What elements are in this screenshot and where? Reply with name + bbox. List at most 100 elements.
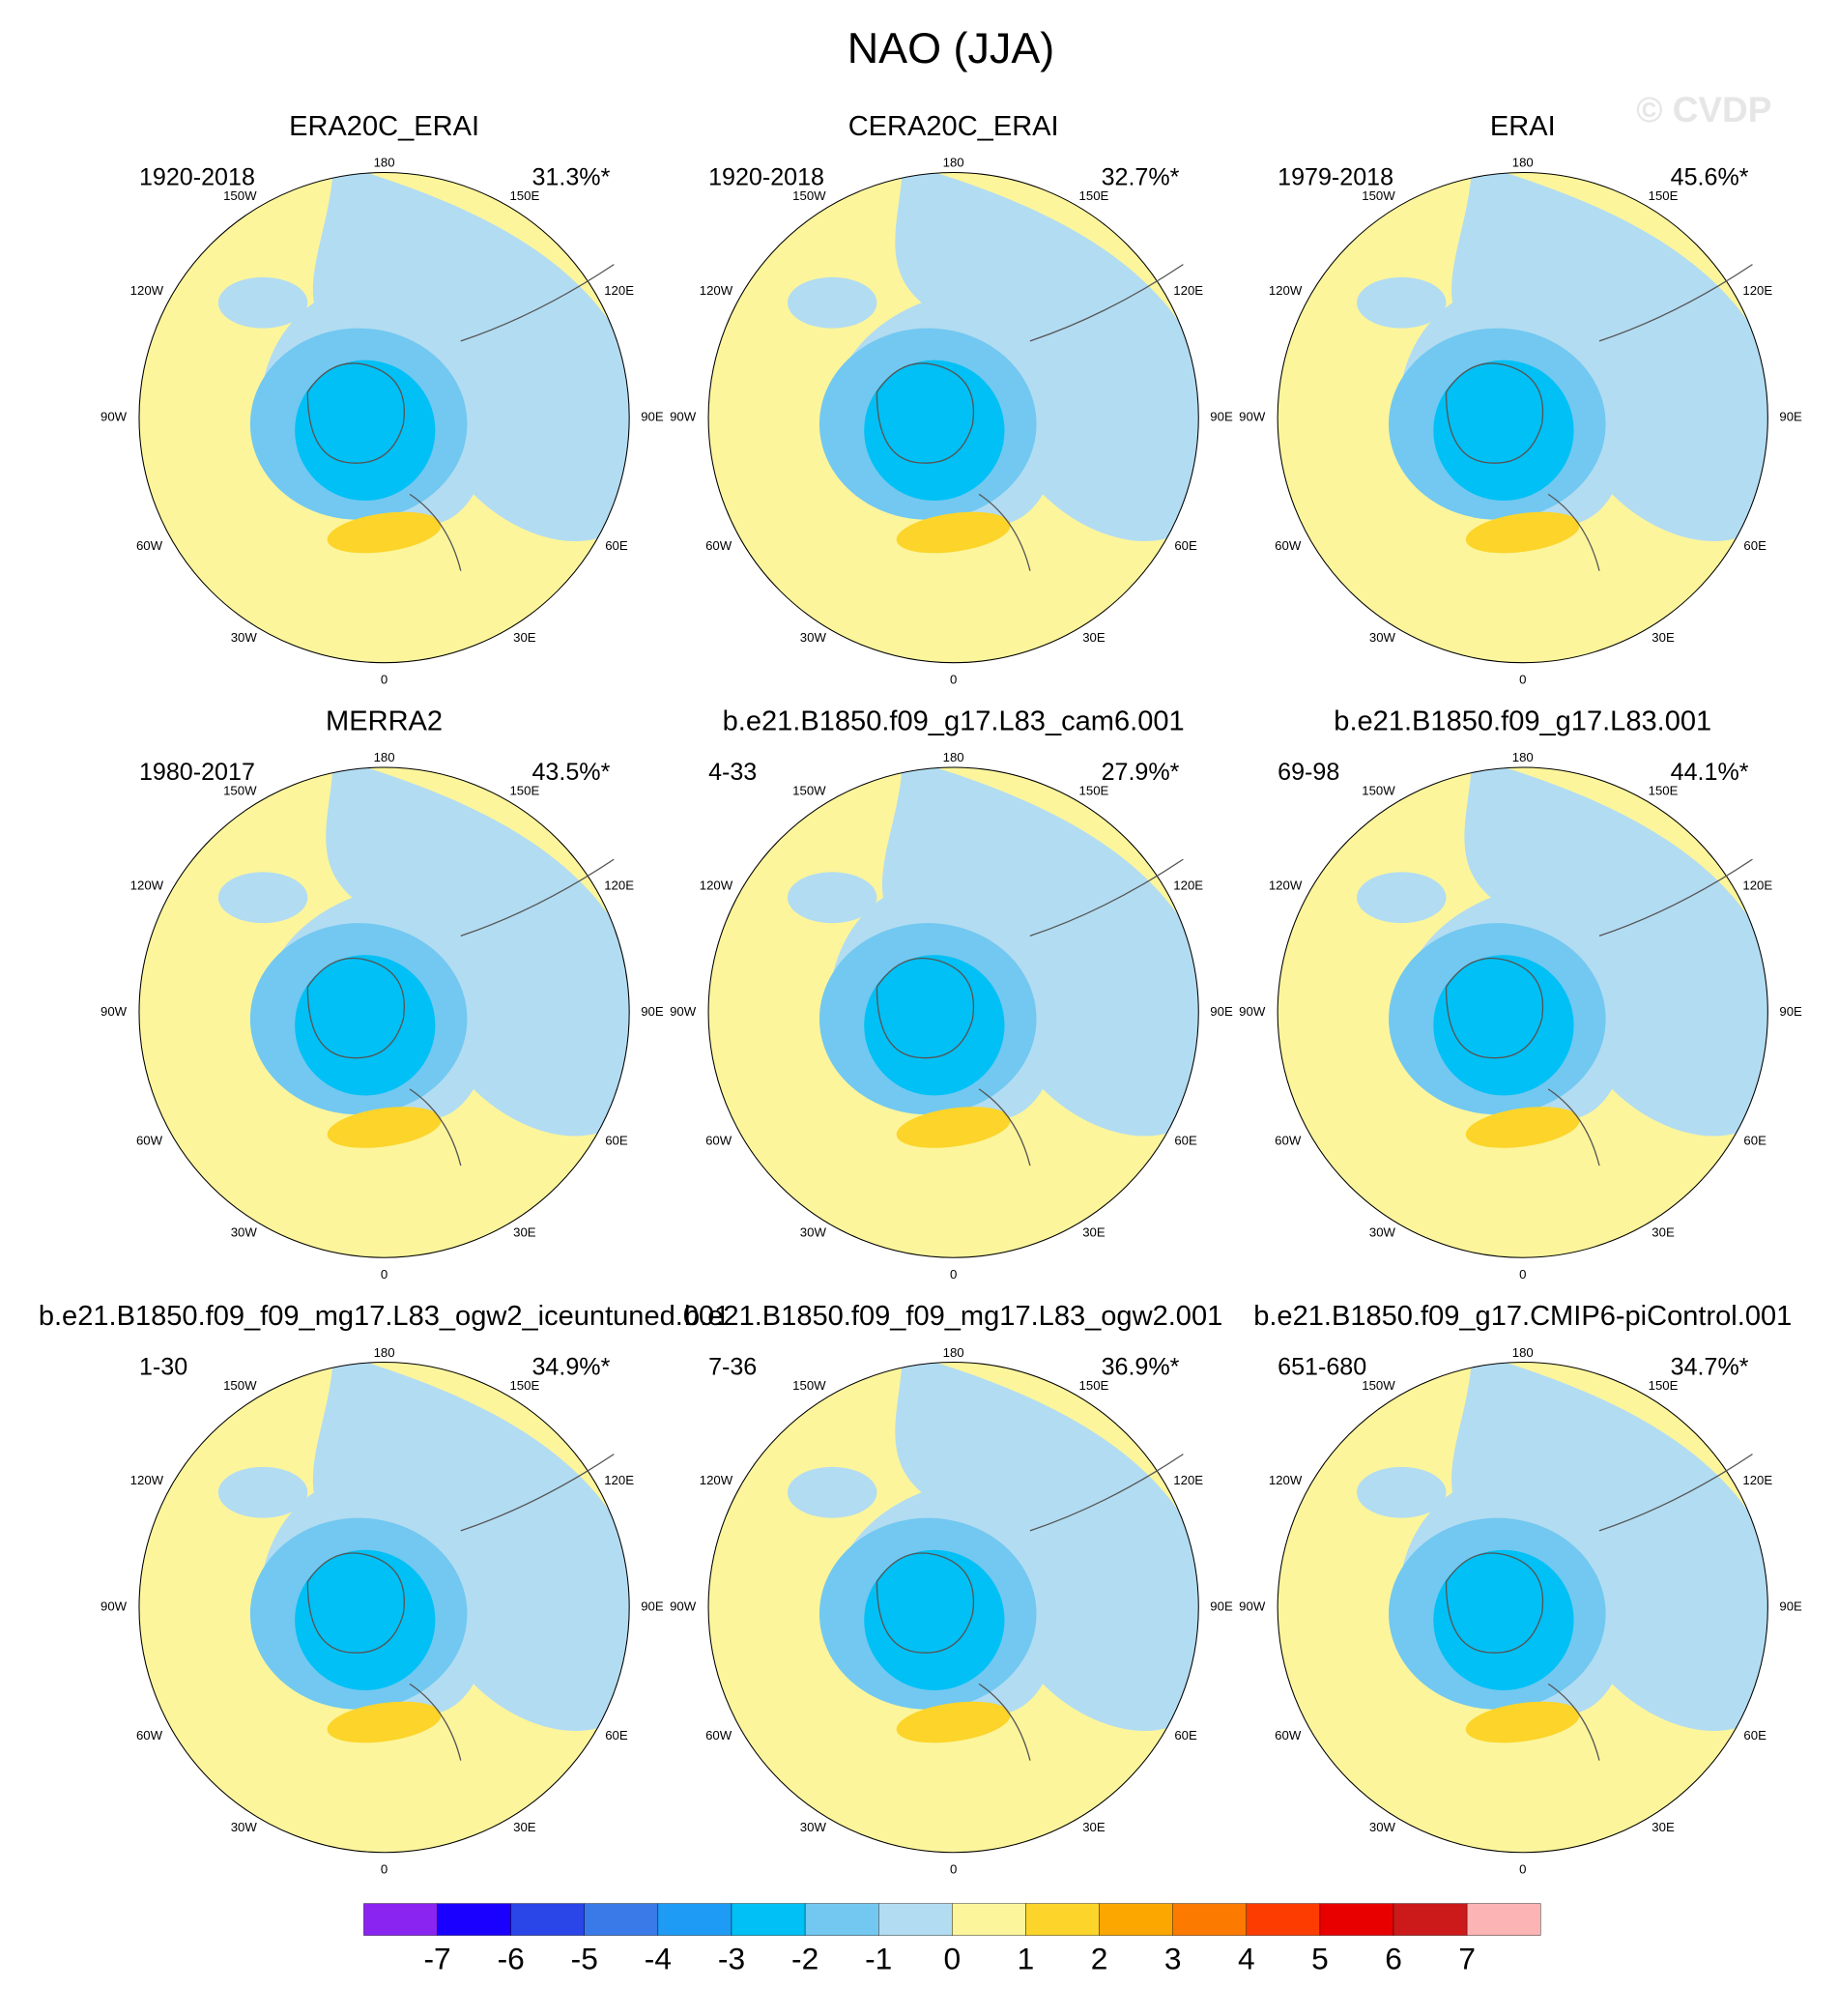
lon-label: 60W [705,1134,732,1148]
lon-label: 120W [130,1473,164,1487]
variance-label: 44.1%* [1671,759,1749,786]
years-label: 651-680 [1278,1354,1366,1381]
lon-label: 60E [605,538,628,553]
panel-title: ERA20C_ERAI [289,111,479,142]
lon-label: 30W [231,630,258,645]
colorbar-label: -6 [498,1941,525,1975]
lon-label: 60E [1174,1134,1197,1148]
lon-label: 150E [1649,188,1679,203]
colorbar-box [1246,1903,1321,1936]
negative-region [787,1466,877,1518]
map-fill [1278,767,1768,1258]
lon-label: 0 [950,1862,957,1877]
lon-label: 180 [1512,156,1534,170]
positive-region [327,1701,442,1743]
positive-region [896,1107,1011,1148]
lon-label: 180 [374,1345,395,1360]
negative-region [1433,360,1574,501]
colorbar-label: -2 [791,1941,818,1975]
figure-title: NAO (JJA) [847,23,1054,72]
colorbar-box [363,1903,438,1936]
lon-label: 30W [800,1225,827,1240]
coastline [306,1454,615,1761]
lon-label: 30E [1651,630,1675,645]
variance-label: 32.7%* [1102,164,1180,191]
colorbar-box [584,1903,659,1936]
lon-label: 90W [101,410,128,424]
lon-label: 150E [509,188,539,203]
panel-title: b.e21.B1850.f09_g17.CMIP6-piControl.001 [1253,1301,1792,1332]
colorbar-box [1393,1903,1468,1936]
colorbar-label: -4 [645,1941,672,1975]
colorbar-label: 2 [1091,1941,1108,1975]
lon-label: 120E [1173,878,1203,892]
lon-label: 120W [1269,283,1303,298]
lon-label: 60W [705,1728,732,1742]
lon-label: 180 [943,750,964,764]
colorbar-box [952,1903,1026,1936]
lon-label: 60E [1743,1134,1766,1148]
negative-region [787,276,877,329]
lon-label: 180 [374,156,395,170]
lon-label: 150E [1079,1378,1109,1393]
lon-label: 0 [1519,1862,1526,1877]
coastline [1445,1454,1753,1761]
lon-label: 60E [1743,1728,1766,1742]
lon-label: 30E [513,630,536,645]
lon-label: 0 [950,673,957,687]
colorbar-box [657,1903,732,1936]
map-border [1277,171,1768,664]
lon-label: 120E [604,283,634,298]
negative-region [217,872,308,924]
positive-region [327,511,442,554]
lon-label: 60W [136,1728,163,1742]
negative-region [295,360,436,501]
lon-label: 90E [1210,1599,1233,1614]
colorbar-box [1025,1903,1100,1936]
map-panel: b.e21.B1850.f09_f09_mg17.L83_ogw2.001 7-3… [670,1301,1233,1877]
colorbar-box [437,1903,511,1936]
lon-label: 60E [605,1728,628,1742]
lon-label: 60W [1275,1134,1302,1148]
variance-label: 34.9%* [531,1354,610,1381]
map-fill [138,767,630,1258]
panel-title: b.e21.B1850.f09_f09_mg17.L83_ogw2.001 [684,1301,1222,1332]
lon-label: 120W [130,283,164,298]
colorbar-label: -1 [865,1941,892,1975]
lon-label: 120W [700,283,733,298]
years-label: 7-36 [708,1354,757,1381]
lon-label: 120W [1269,1473,1303,1487]
negative-region [1357,872,1447,924]
colorbar-label: 5 [1311,1941,1329,1975]
coastline [306,858,615,1166]
lon-label: 60E [1174,538,1197,553]
lon-label: 90E [1210,410,1233,424]
lon-label: 60W [136,538,163,553]
lon-label: 90E [1210,1004,1233,1019]
lon-label: 120W [700,1473,733,1487]
lon-label: 120W [700,878,733,892]
colorbar-label: -3 [718,1941,745,1975]
colorbar-label: 0 [944,1941,962,1975]
negative-region [217,1466,308,1518]
positive-region [1465,1107,1580,1148]
lon-label: 150E [1079,784,1109,798]
lon-label: 30W [231,1820,258,1834]
lon-label: 90E [1779,1599,1802,1614]
lon-label: 30E [1651,1225,1675,1240]
years-label: 1920-2018 [139,164,255,191]
colorbar-label: 6 [1385,1941,1402,1975]
lon-label: 90W [1239,410,1266,424]
lon-label: 30W [800,1820,827,1834]
lon-label: 120E [604,878,634,892]
map-panel: ERAI 1979-2018 45.6%* 180 150W 150E 120W 120E 90… [1239,111,1802,687]
lon-label: 90E [1779,410,1802,424]
years-label: 1-30 [139,1354,187,1381]
colorbar-box [731,1903,806,1936]
map-fill [1278,1362,1768,1853]
lon-label: 90W [101,1599,128,1614]
lon-label: 120W [1269,878,1303,892]
lon-label: 90E [1779,1004,1802,1019]
map-fill [708,1362,1199,1853]
